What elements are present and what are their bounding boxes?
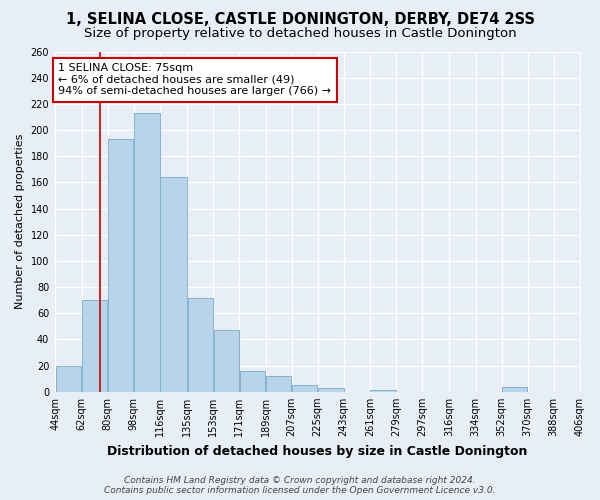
Text: 1, SELINA CLOSE, CASTLE DONINGTON, DERBY, DE74 2SS: 1, SELINA CLOSE, CASTLE DONINGTON, DERBY… (65, 12, 535, 28)
Bar (266, 376, 292, 392)
Bar (502, 386, 527, 392)
X-axis label: Distribution of detached houses by size in Castle Donington: Distribution of detached houses by size … (107, 444, 528, 458)
Bar (318, 388, 344, 392)
Bar (134, 113, 160, 392)
Bar (370, 390, 395, 392)
Y-axis label: Number of detached properties: Number of detached properties (15, 134, 25, 310)
Text: 1 SELINA CLOSE: 75sqm
← 6% of detached houses are smaller (49)
94% of semi-detac: 1 SELINA CLOSE: 75sqm ← 6% of detached h… (58, 64, 331, 96)
Bar (160, 177, 187, 392)
Bar (214, 330, 239, 392)
Bar (108, 139, 133, 392)
Bar (239, 371, 265, 392)
Bar (56, 366, 82, 392)
Text: Size of property relative to detached houses in Castle Donington: Size of property relative to detached ho… (83, 28, 517, 40)
Bar (82, 300, 107, 392)
Bar (188, 298, 213, 392)
Bar (292, 386, 317, 392)
Text: Contains HM Land Registry data © Crown copyright and database right 2024.
Contai: Contains HM Land Registry data © Crown c… (104, 476, 496, 495)
